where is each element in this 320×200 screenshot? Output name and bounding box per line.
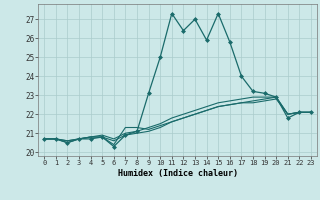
X-axis label: Humidex (Indice chaleur): Humidex (Indice chaleur) [118,169,238,178]
